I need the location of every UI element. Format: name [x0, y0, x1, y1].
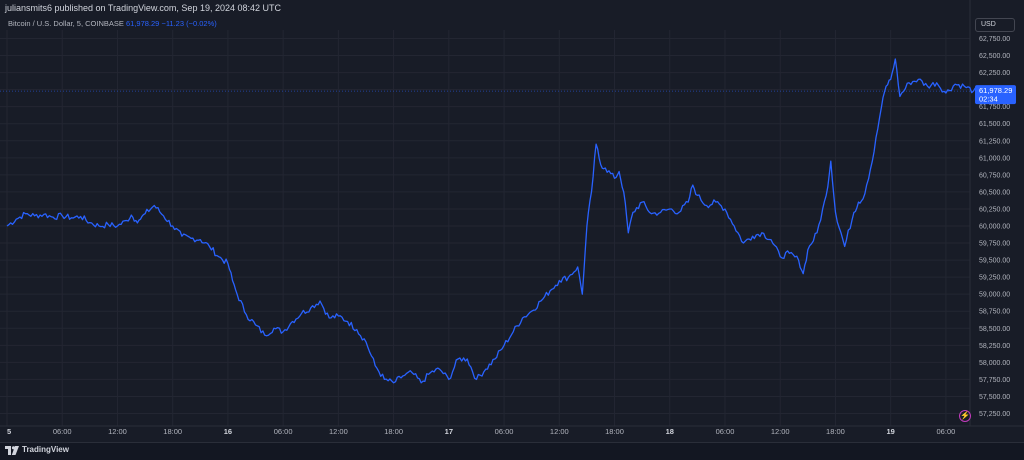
- symbol-change: −11.23 (−0.02%): [161, 19, 217, 28]
- y-tick-label: 58,750.00: [979, 309, 1010, 316]
- last-price-tag-countdown: 02:34: [979, 95, 998, 104]
- y-tick-label: 59,750.00: [979, 241, 1010, 248]
- x-tick-label: 19: [887, 427, 895, 436]
- x-tick-label: 06:00: [274, 427, 293, 436]
- last-price-tag: 61,978.29 02:34: [975, 85, 1016, 105]
- y-axis: 62,750.0062,500.0062,250.0062,000.0061,7…: [979, 36, 1010, 418]
- x-tick-label: 12:00: [550, 427, 569, 436]
- y-tick-label: 59,000.00: [979, 292, 1010, 299]
- grid: [0, 0, 1024, 427]
- footer: [0, 442, 1024, 460]
- y-tick-label: 57,500.00: [979, 394, 1010, 401]
- x-tick-label: 12:00: [329, 427, 348, 436]
- x-tick-label: 12:00: [771, 427, 790, 436]
- y-tick-label: 61,000.00: [979, 155, 1010, 162]
- last-price-tag-price: 61,978.29: [979, 86, 1012, 95]
- x-tick-label: 18: [666, 427, 674, 436]
- price-series-line: [6, 58, 979, 384]
- price-chart[interactable]: 62,750.0062,500.0062,250.0062,000.0061,7…: [0, 0, 1024, 442]
- lightning-icon[interactable]: ⚡: [959, 410, 971, 422]
- y-tick-label: 61,500.00: [979, 121, 1010, 128]
- footer-brand[interactable]: TradingView: [22, 445, 69, 454]
- symbol-last-price: 61,978.29: [125, 19, 160, 28]
- y-tick-label: 60,250.00: [979, 206, 1010, 213]
- y-tick-label: 60,750.00: [979, 172, 1010, 179]
- currency-button[interactable]: USD: [975, 18, 1015, 32]
- x-tick-label: 06:00: [495, 427, 514, 436]
- x-tick-label: 5: [7, 427, 11, 436]
- y-tick-label: 59,500.00: [979, 258, 1010, 265]
- y-tick-label: 58,000.00: [979, 360, 1010, 367]
- y-tick-label: 57,750.00: [979, 377, 1010, 384]
- last-price-tag-background: [975, 85, 1016, 105]
- y-tick-label: 62,250.00: [979, 70, 1010, 77]
- x-tick-label: 17: [445, 427, 453, 436]
- x-tick-label: 06:00: [937, 427, 956, 436]
- x-tick-label: 18:00: [605, 427, 624, 436]
- x-tick-label: 18:00: [384, 427, 403, 436]
- y-tick-label: 62,750.00: [979, 36, 1010, 43]
- y-tick-label: 61,750.00: [979, 104, 1010, 111]
- x-tick-label: 18:00: [163, 427, 182, 436]
- y-tick-label: 61,250.00: [979, 138, 1010, 145]
- y-tick-label: 60,500.00: [979, 189, 1010, 196]
- symbol-legend: Bitcoin / U.S. Dollar, 5, COINBASE 61,97…: [8, 19, 217, 28]
- y-tick-label: 62,500.00: [979, 53, 1010, 60]
- x-tick-label: 12:00: [108, 427, 127, 436]
- y-tick-label: 58,500.00: [979, 326, 1010, 333]
- x-tick-label: 06:00: [716, 427, 735, 436]
- x-axis: 5 06:00 12:00 18:00 16 06:00 12:00 18:00 17 06:00…: [7, 427, 955, 436]
- x-tick-label: 16: [224, 427, 232, 436]
- y-tick-label: 60,000.00: [979, 224, 1010, 231]
- x-tick-label: 18:00: [826, 427, 845, 436]
- y-tick-label: 59,250.00: [979, 275, 1010, 282]
- symbol-name[interactable]: Bitcoin / U.S. Dollar, 5, COINBASE: [8, 19, 124, 28]
- tradingview-logo-icon[interactable]: [5, 446, 21, 455]
- y-tick-label: 57,250.00: [979, 411, 1010, 418]
- x-tick-label: 06:00: [53, 427, 72, 436]
- published-header: juliansmits6 published on TradingView.co…: [5, 3, 281, 13]
- y-tick-label: 58,250.00: [979, 343, 1010, 350]
